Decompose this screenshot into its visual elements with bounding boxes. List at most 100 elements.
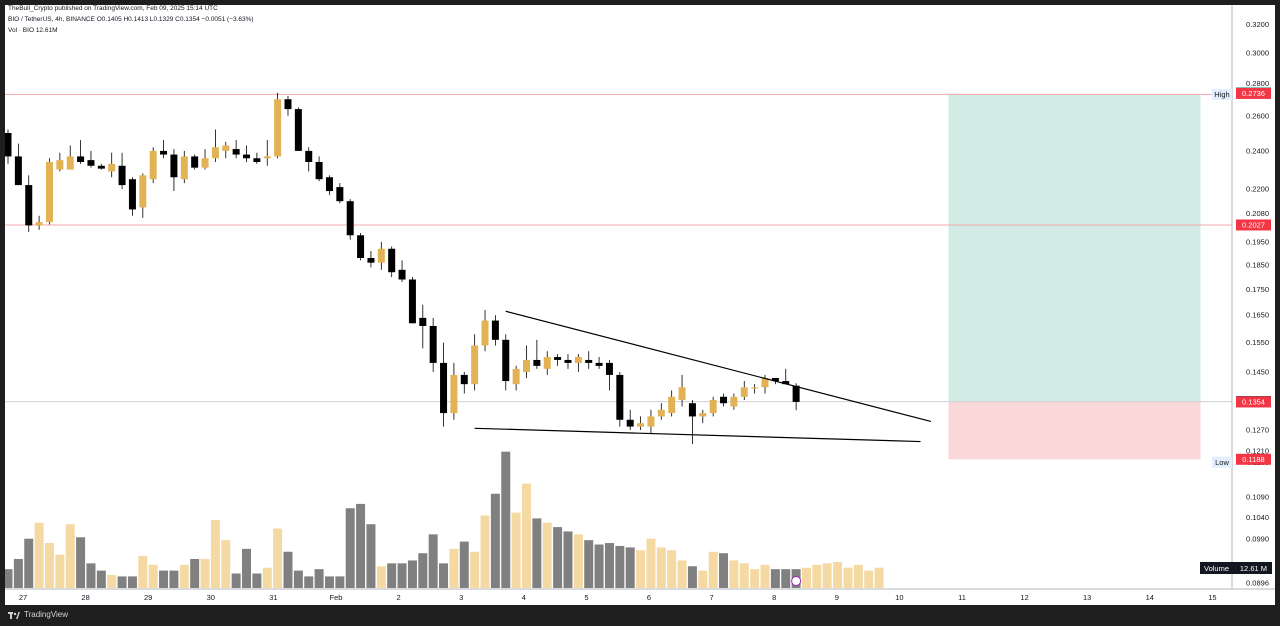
volume-bar bbox=[169, 570, 179, 588]
volume-bar bbox=[625, 547, 635, 588]
candle-body bbox=[512, 368, 520, 385]
volume-bar bbox=[801, 567, 811, 588]
volume-bar bbox=[44, 543, 54, 588]
volume-bar bbox=[459, 541, 469, 588]
trendline-lower bbox=[474, 427, 921, 443]
volume-bar bbox=[833, 561, 843, 588]
candle-body bbox=[56, 160, 64, 170]
volume-bar bbox=[148, 564, 158, 588]
candle-body bbox=[751, 387, 759, 389]
candle-body bbox=[35, 222, 43, 226]
candle-body bbox=[616, 374, 624, 420]
x-tick-label: 27 bbox=[19, 593, 27, 602]
price-badge bbox=[1236, 87, 1271, 99]
candle-body bbox=[471, 345, 479, 385]
candlestick-chart[interactable]: 0.3200 0.3000 0.2800 0.2600 0.2400 0.2200 0.20… bbox=[5, 5, 1275, 605]
y-tick-label: 0.1210 bbox=[1246, 447, 1269, 456]
candle-body bbox=[305, 150, 313, 163]
candle-body bbox=[419, 317, 427, 326]
price-badge bbox=[1236, 453, 1271, 465]
candle-body bbox=[14, 156, 22, 186]
volume-bar bbox=[501, 451, 511, 588]
candle-body bbox=[720, 396, 728, 404]
candle-body bbox=[243, 154, 251, 159]
volume-bar bbox=[273, 528, 283, 588]
volume-bar bbox=[604, 543, 614, 588]
candle-body bbox=[491, 320, 499, 340]
price-axis-panel bbox=[1232, 5, 1275, 605]
y-tick-label: 0.1850 bbox=[1246, 261, 1269, 270]
y-tick-label: 0.2600 bbox=[1246, 111, 1269, 120]
y-tick-label: 0.2200 bbox=[1246, 185, 1269, 194]
candle-body bbox=[211, 147, 219, 159]
candle-body bbox=[585, 359, 593, 363]
y-tick-label: 0.1090 bbox=[1246, 493, 1269, 502]
volume-bar bbox=[822, 563, 832, 588]
candle-body bbox=[761, 377, 769, 388]
volume-bar bbox=[397, 563, 407, 588]
candle-body bbox=[440, 362, 448, 414]
volume-bar bbox=[708, 551, 718, 588]
volume-bar bbox=[522, 483, 531, 588]
volume-bar bbox=[511, 512, 521, 588]
volume-bar bbox=[304, 576, 314, 588]
volume-bar bbox=[231, 573, 241, 588]
candle-body bbox=[554, 357, 562, 360]
candle-body bbox=[688, 403, 696, 417]
volume-bar bbox=[138, 556, 148, 588]
candle-body bbox=[367, 257, 375, 263]
volume-bar bbox=[210, 519, 220, 588]
volume-bar bbox=[65, 524, 75, 588]
candle-body bbox=[502, 339, 510, 382]
volume-bar bbox=[843, 567, 853, 588]
candle-body bbox=[595, 362, 603, 366]
volume-bar bbox=[242, 548, 252, 588]
volume-bar bbox=[179, 564, 189, 588]
volume-badge-label: Volume bbox=[1204, 564, 1229, 573]
candle-body bbox=[668, 396, 676, 414]
volume-bar bbox=[542, 522, 552, 588]
candle-body bbox=[450, 374, 458, 414]
volume-bar bbox=[200, 559, 210, 588]
candle-body bbox=[564, 359, 572, 363]
candle-body bbox=[336, 187, 344, 202]
candle-body bbox=[253, 158, 261, 163]
volume-badge-value: 12.61 M bbox=[1240, 564, 1267, 573]
x-tick-label: Feb bbox=[330, 593, 343, 602]
volume-bar bbox=[687, 566, 697, 588]
y-tick-label: 0.3200 bbox=[1246, 20, 1269, 29]
volume-bar bbox=[770, 569, 780, 588]
price-badge-label: 0.2027 bbox=[1242, 220, 1265, 229]
x-tick-label: 13 bbox=[1083, 593, 1091, 602]
x-tick-label: 11 bbox=[958, 593, 966, 602]
symbol-ohlc-line: BIO / TetherUS, 4h, BINANCE O0.1405 H0.1… bbox=[8, 16, 254, 23]
volume-bar bbox=[407, 560, 417, 588]
price-badge-label: 0.2736 bbox=[1242, 89, 1265, 98]
volume-bar bbox=[532, 518, 542, 588]
x-tick-label: 4 bbox=[522, 593, 526, 602]
volume-bar bbox=[698, 570, 708, 588]
volume-bar bbox=[781, 569, 791, 588]
volume-bar bbox=[563, 531, 573, 588]
candle-body bbox=[201, 158, 209, 168]
candle-body bbox=[637, 423, 645, 427]
volume-bar bbox=[252, 573, 262, 588]
candle-body bbox=[357, 235, 365, 258]
candle-body bbox=[66, 156, 74, 170]
volume-bar bbox=[159, 570, 169, 588]
candle-body bbox=[5, 132, 12, 157]
candle-body bbox=[45, 162, 53, 223]
y-tick-label: 0.1950 bbox=[1246, 237, 1269, 246]
volume-bar bbox=[490, 493, 500, 588]
footer-bar: TradingView bbox=[0, 605, 1280, 626]
volume-bar bbox=[13, 559, 23, 588]
volume-bar bbox=[96, 570, 106, 588]
volume-bar bbox=[739, 563, 749, 588]
side-label: High bbox=[1214, 90, 1229, 99]
volume-bar bbox=[335, 576, 345, 588]
volume-bar bbox=[449, 548, 459, 588]
x-tick-label: 2 bbox=[397, 593, 401, 602]
volume-bar bbox=[874, 567, 884, 588]
volume-bar bbox=[418, 553, 428, 588]
candle-body bbox=[408, 279, 416, 324]
